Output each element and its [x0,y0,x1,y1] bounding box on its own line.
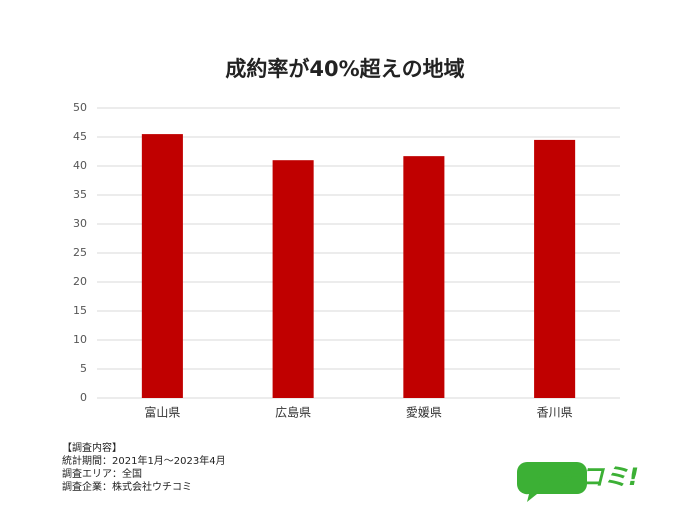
bar [272,160,314,398]
note: 【調査内容】 [62,441,122,454]
x-tick-label: 愛媛県 [406,406,442,420]
x-tick-label: 香川県 [537,406,573,420]
y-tick-label: 35 [73,188,87,201]
y-tick-label: 50 [73,101,87,114]
bar [141,134,183,398]
y-tick-label: 5 [80,362,87,375]
y-tick-label: 30 [73,217,87,230]
y-tick-label: 15 [73,304,87,317]
chart-title: 成約率が40%超えの地域 [225,57,464,81]
bar [403,156,445,398]
logo-bubble [516,462,587,502]
note: 統計期間：2021年1月～2023年4月 [62,454,226,467]
logo: ウチコミ! [532,463,639,491]
y-tick-label: 40 [73,159,87,172]
x-tick-label: 広島県 [275,405,311,420]
note: 調査エリア：全国 [62,467,142,480]
bar [534,139,576,398]
y-tick-label: 10 [73,333,87,346]
note: 調査企業：株式会社ウチコミ [62,480,192,493]
y-tick-label: 45 [73,130,87,143]
x-tick-label: 富山県 [144,405,180,420]
y-tick-label: 25 [73,246,87,259]
y-tick-label: 0 [80,391,87,404]
y-tick-label: 20 [73,275,87,288]
